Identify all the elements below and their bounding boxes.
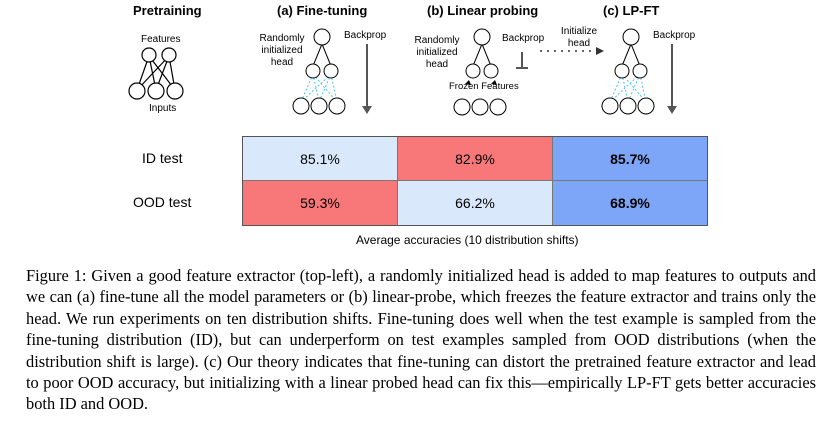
accuracy-table: 85.1% 82.9% 85.7% 59.3% 66.2% 68.9% xyxy=(242,136,708,226)
row-label-id-test: ID test xyxy=(142,150,183,166)
finetune-head-label-line-2: initialized xyxy=(261,45,303,56)
initialize-head-label-line-2: head xyxy=(567,38,591,49)
finetune-head-label-line-1: Randomly xyxy=(259,33,305,44)
cell-id-lpft: 85.7% xyxy=(553,137,707,181)
cell-ood-linear-probe: 66.2% xyxy=(398,181,553,225)
linear-probe-head-label-line-3: head xyxy=(425,59,449,70)
frozen-features-label: Frozen Features xyxy=(449,81,519,92)
column-title-fine-tuning: (a) Fine-tuning xyxy=(277,3,368,18)
features-label: Features xyxy=(141,34,181,45)
figure-caption: Figure 1: Given a good feature extractor… xyxy=(26,266,816,414)
pretraining-network-diagram xyxy=(128,47,184,100)
column-title-linear-probing: (b) Linear probing xyxy=(427,3,539,18)
initialize-dotted-arrow xyxy=(540,47,604,55)
row-label-ood-test: OOD test xyxy=(133,194,192,210)
cell-ood-lpft: 68.9% xyxy=(553,181,707,225)
table-footer: Average accuracies (10 distribution shif… xyxy=(356,233,579,247)
finetune-head-label-line-3: head xyxy=(270,57,294,68)
cell-ood-finetune: 59.3% xyxy=(243,181,398,225)
column-title-pretraining: Pretraining xyxy=(133,3,202,18)
linear-probe-backprop-label: Backprop xyxy=(502,33,545,44)
lpft-network-diagram xyxy=(601,28,677,115)
initialize-head-label-line-1: Initialize xyxy=(560,26,598,37)
finetune-head-label: Randomly initialized head xyxy=(256,33,308,69)
linear-probe-head-label: Randomly initialized head xyxy=(411,35,463,71)
initialize-head-label: Initialize head xyxy=(557,26,601,50)
linear-probe-network-diagram xyxy=(453,28,528,116)
linear-probe-head-label-line-2: initialized xyxy=(416,47,458,58)
linear-probe-head-label-line-1: Randomly xyxy=(414,35,460,46)
cell-id-linear-probe: 82.9% xyxy=(398,137,553,181)
cell-id-finetune: 85.1% xyxy=(243,137,398,181)
lpft-backprop-label: Backprop xyxy=(653,30,696,41)
column-title-lp-ft: (c) LP-FT xyxy=(603,3,660,18)
inputs-label: Inputs xyxy=(149,103,177,114)
finetune-network-diagram xyxy=(292,28,372,115)
finetune-backprop-label: Backprop xyxy=(344,30,387,41)
